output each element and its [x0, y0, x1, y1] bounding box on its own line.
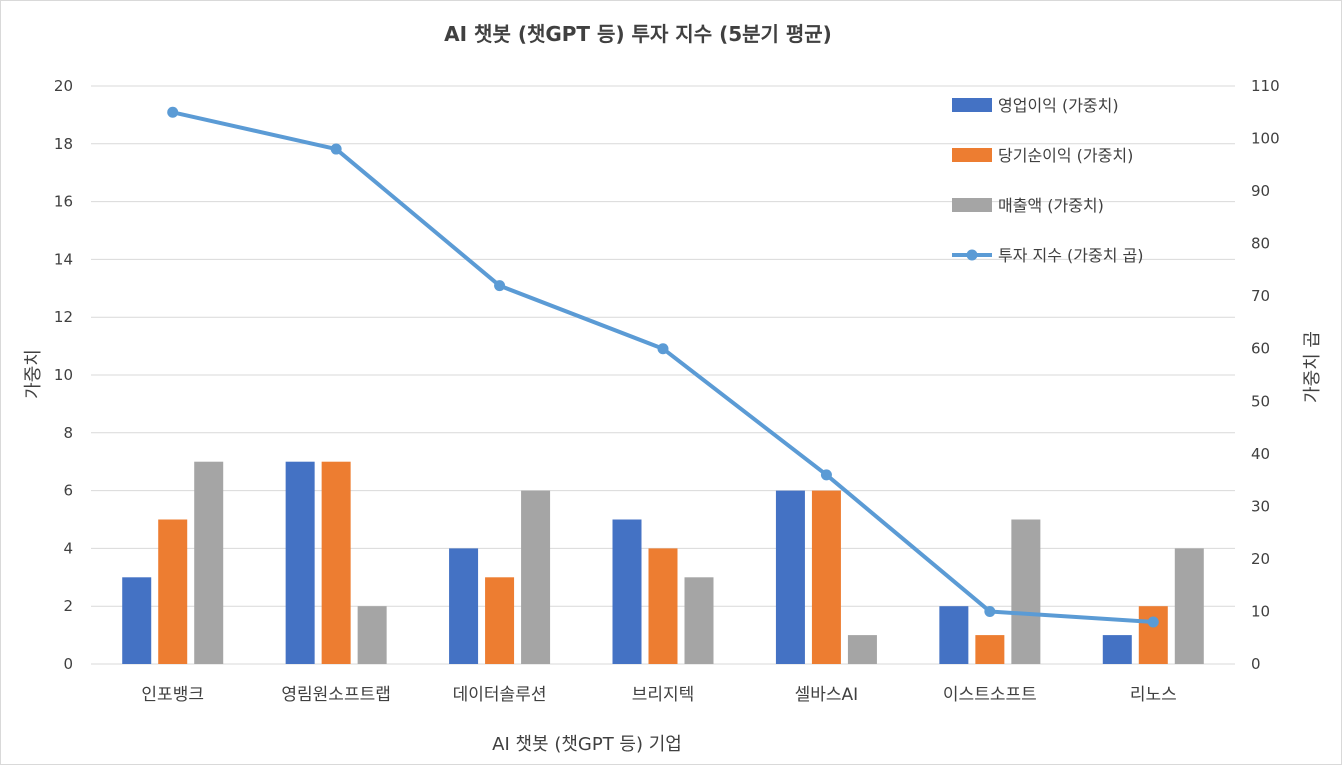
category-label: 브리지텍 — [632, 685, 695, 705]
line-point — [330, 143, 342, 155]
y2-tick-label: 40 — [1251, 445, 1270, 463]
bar — [1102, 635, 1132, 664]
y-tick-label: 6 — [63, 482, 73, 500]
y2-tick-label: 110 — [1251, 77, 1280, 95]
bar — [194, 461, 224, 664]
line-point — [984, 605, 996, 617]
y2-tick-label: 90 — [1251, 182, 1270, 200]
bar — [811, 490, 841, 664]
chart-title: AI 챗봇 (챗GPT 등) 투자 지수 (5분기 평균) — [444, 22, 832, 46]
bar — [521, 490, 551, 664]
x-axis-label: AI 챗봇 (챗GPT 등) 기업 — [492, 734, 682, 755]
line-point — [167, 106, 179, 118]
right-axis-ticks: 0 10 20 30 40 50 60 70 80 90 100 110 — [1251, 77, 1280, 673]
y2-tick-label: 0 — [1251, 655, 1261, 673]
y-axis-label: 가중치 — [23, 349, 44, 399]
legend: 영업이익 (가중치) 당기순이익 (가중치) 매출액 (가중치) 투자 지수 (가중치… — [952, 96, 1144, 265]
y2-tick-label: 100 — [1251, 130, 1280, 148]
line-point — [657, 343, 669, 355]
series-line — [170, 110, 1156, 624]
bar — [1011, 519, 1041, 664]
y2-tick-label: 70 — [1251, 287, 1270, 305]
left-axis-ticks: 0 2 4 6 8 10 12 14 16 18 20 — [54, 77, 73, 673]
category-label: 영림원소프트랩 — [281, 685, 390, 705]
y-tick-label: 0 — [63, 655, 73, 673]
bar — [158, 519, 188, 664]
bar — [485, 577, 515, 664]
y-tick-label: 18 — [54, 135, 73, 153]
y-tick-label: 14 — [54, 250, 73, 268]
y2-tick-label: 60 — [1251, 340, 1270, 358]
category-label: 리노스 — [1130, 685, 1177, 705]
bar — [122, 577, 152, 664]
line-point — [820, 469, 832, 481]
bar — [1138, 606, 1168, 664]
y-tick-label: 12 — [54, 308, 73, 326]
y2-tick-label: 80 — [1251, 235, 1270, 253]
bar — [684, 577, 714, 664]
bar — [847, 635, 877, 664]
legend-label: 당기순이익 (가중치) — [998, 146, 1133, 165]
y2-tick-label: 50 — [1251, 392, 1270, 410]
bar — [612, 519, 642, 664]
legend-swatch — [952, 148, 992, 162]
legend-label: 투자 지수 (가중치 곱) — [998, 246, 1144, 265]
legend-swatch-marker — [966, 249, 978, 261]
category-label: 데이터솔루션 — [453, 685, 547, 705]
y2-tick-label: 30 — [1251, 497, 1270, 515]
category-labels: 인포뱅크 영림원소프트랩 데이터솔루션 브리지텍 셀바스AI 이스트소프트 리노스 — [141, 685, 1176, 705]
y-tick-label: 4 — [63, 539, 73, 557]
bar — [321, 461, 351, 664]
line-point — [1147, 616, 1159, 628]
y-tick-label: 16 — [54, 193, 73, 211]
y2-tick-label: 20 — [1251, 550, 1270, 568]
category-label: 인포뱅크 — [141, 685, 204, 705]
bar-series — [122, 461, 1204, 664]
line-point — [494, 280, 506, 292]
y-tick-label: 2 — [63, 597, 73, 615]
bar — [285, 461, 315, 664]
bar — [648, 548, 678, 664]
line-series — [167, 106, 1159, 628]
category-label: 셀바스AI — [795, 685, 859, 705]
bar — [775, 490, 805, 664]
legend-swatch — [952, 198, 992, 212]
y-tick-label: 10 — [54, 366, 73, 384]
legend-swatch — [952, 98, 992, 112]
y-tick-label: 20 — [54, 77, 73, 95]
bar — [1174, 548, 1204, 664]
bar — [449, 548, 479, 664]
bar — [357, 606, 387, 664]
bar — [975, 635, 1005, 664]
legend-label: 영업이익 (가중치) — [998, 96, 1119, 115]
bar — [939, 606, 969, 664]
legend-label: 매출액 (가중치) — [998, 196, 1104, 215]
y-tick-label: 8 — [63, 424, 73, 442]
y2-tick-label: 10 — [1251, 602, 1270, 620]
gridlines — [91, 85, 1235, 665]
y2-axis-label: 가중치 곱 — [1302, 331, 1323, 403]
category-label: 이스트소프트 — [943, 685, 1037, 705]
